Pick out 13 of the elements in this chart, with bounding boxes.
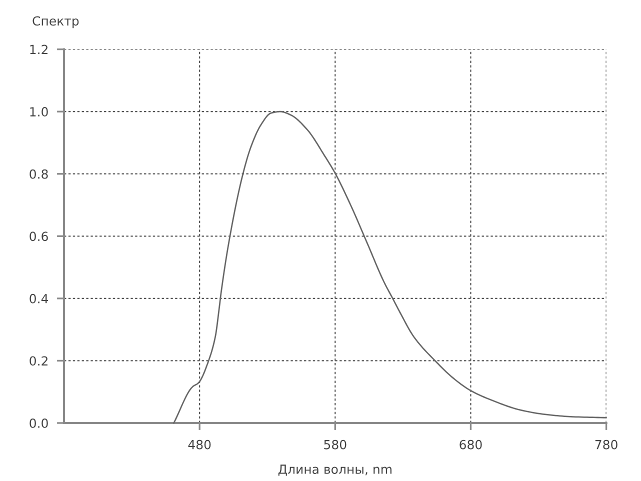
x-tick-label: 580 <box>324 440 346 450</box>
y-tick-label: 0.0 <box>30 418 48 428</box>
x-tick-label: 680 <box>460 440 482 450</box>
x-tick-label: 480 <box>188 440 211 450</box>
y-axis-title: Спектр <box>32 16 79 28</box>
y-tick-label: 1.0 <box>30 107 48 117</box>
x-axis-title: Длина волны, nm <box>278 464 392 476</box>
y-tick-label: 0.2 <box>30 356 48 366</box>
y-tick-label: 0.8 <box>30 169 48 179</box>
y-tick-label: 0.6 <box>30 232 48 242</box>
y-tick-label: 0.4 <box>30 294 48 304</box>
y-tick-label: 1.2 <box>30 44 48 54</box>
x-tick-label: 780 <box>595 440 618 450</box>
